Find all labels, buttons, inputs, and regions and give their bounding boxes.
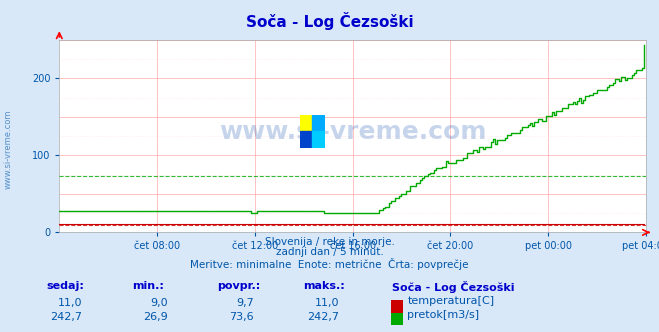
Bar xyxy=(300,131,312,148)
Text: 11,0: 11,0 xyxy=(58,298,82,308)
Text: temperatura[C]: temperatura[C] xyxy=(407,296,494,306)
Text: Slovenija / reke in morje.: Slovenija / reke in morje. xyxy=(264,237,395,247)
Text: www.si-vreme.com: www.si-vreme.com xyxy=(219,120,486,144)
Text: povpr.:: povpr.: xyxy=(217,281,261,290)
Text: 73,6: 73,6 xyxy=(229,312,254,322)
Text: Soča - Log Čezsoški: Soča - Log Čezsoški xyxy=(246,12,413,30)
Text: www.si-vreme.com: www.si-vreme.com xyxy=(4,110,13,189)
Text: min.:: min.: xyxy=(132,281,163,290)
Text: 9,7: 9,7 xyxy=(236,298,254,308)
Text: 11,0: 11,0 xyxy=(315,298,339,308)
Bar xyxy=(312,131,325,148)
Bar xyxy=(300,115,312,131)
Text: 242,7: 242,7 xyxy=(307,312,339,322)
Text: pretok[m3/s]: pretok[m3/s] xyxy=(407,310,479,320)
Text: 242,7: 242,7 xyxy=(50,312,82,322)
Text: 26,9: 26,9 xyxy=(143,312,168,322)
Bar xyxy=(312,115,325,131)
Text: Soča - Log Čezsoški: Soča - Log Čezsoški xyxy=(392,281,515,292)
Text: 9,0: 9,0 xyxy=(150,298,168,308)
Text: zadnji dan / 5 minut.: zadnji dan / 5 minut. xyxy=(275,247,384,257)
Text: Meritve: minimalne  Enote: metrične  Črta: povprečje: Meritve: minimalne Enote: metrične Črta:… xyxy=(190,258,469,270)
Text: sedaj:: sedaj: xyxy=(46,281,84,290)
Text: maks.:: maks.: xyxy=(303,281,345,290)
